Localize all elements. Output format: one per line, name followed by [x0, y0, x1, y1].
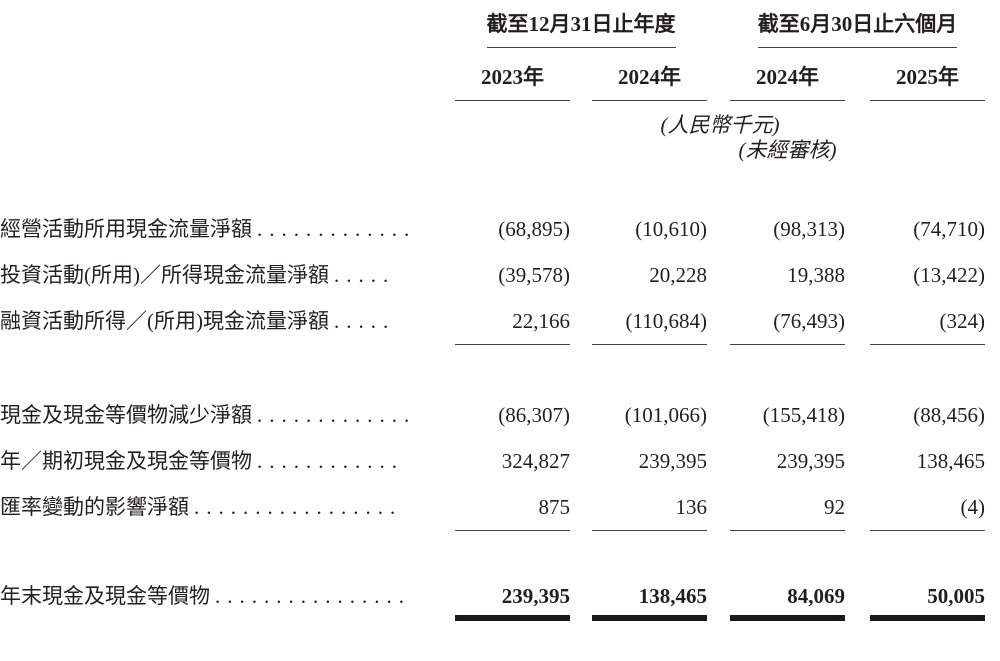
cell-value: 19,388 — [787, 263, 845, 287]
double-underline — [730, 615, 845, 621]
cell-value: 20,228 — [649, 263, 707, 287]
cell-value: 239,395 — [638, 449, 707, 473]
dot-leader: ............ — [257, 449, 404, 473]
dot-leader: ............. — [257, 403, 417, 427]
row-label: 年／期初現金及現金等價物............ — [0, 439, 440, 485]
column-group-year-ended: 截至12月31日止年度 — [455, 8, 707, 48]
double-underline — [592, 615, 707, 621]
table-row-investing: 投資活動(所用)／所得現金流量淨額..... (39,578) 20,228 1… — [0, 253, 985, 299]
dot-leader: ................. — [194, 495, 403, 519]
row-label: 投資活動(所用)／所得現金流量淨額..... — [0, 253, 440, 299]
year-header-row: 2023年 2024年 2024年 2025年 — [0, 53, 985, 101]
table-row-beginning-cash: 年／期初現金及現金等價物............ 324,827 239,395… — [0, 439, 985, 485]
cell-value: (4) — [870, 485, 985, 531]
unit-note-row: (人民幣千元) — [0, 101, 985, 137]
cell-value: 136 — [592, 485, 707, 531]
row-label: 年末現金及現金等價物................ — [0, 579, 440, 631]
cell-value: (68,895) — [498, 217, 570, 241]
dot-leader: ..... — [334, 263, 396, 287]
section-activities: 經營活動所用現金流量淨額............. (68,895) (10,6… — [0, 207, 1000, 345]
cell-value: (10,610) — [635, 217, 707, 241]
row-label-text: 匯率變動的影響淨額 — [0, 495, 189, 519]
currency-unit-note: (人民幣千元) — [660, 113, 780, 137]
row-label-text: 投資活動(所用)／所得現金流量淨額 — [0, 263, 329, 287]
cell-value: 239,395 — [776, 449, 845, 473]
double-underline — [870, 615, 985, 621]
row-label: 經營活動所用現金流量淨額............. — [0, 207, 440, 253]
column-group-header-row: 截至12月31日止年度 截至6月30日止六個月 — [0, 8, 985, 48]
row-label: 現金及現金等價物減少淨額............. — [0, 393, 440, 439]
cell-value: (13,422) — [913, 263, 985, 287]
table-row-fx-effect: 匯率變動的影響淨額................. 875 136 92 (4… — [0, 485, 985, 531]
dot-leader: ..... — [334, 309, 396, 333]
row-label: 匯率變動的影響淨額................. — [0, 485, 440, 531]
cell-value: (86,307) — [498, 403, 570, 427]
table-row-net-decrease: 現金及現金等價物減少淨額............. (86,307) (101,… — [0, 393, 985, 439]
cell-value-total: 138,465 — [592, 579, 707, 631]
row-label-text: 現金及現金等價物減少淨額 — [0, 403, 252, 427]
cell-value: (88,456) — [913, 403, 985, 427]
year-header-2024-fy: 2024年 — [592, 53, 707, 101]
cell-value: 92 — [730, 485, 845, 531]
year-header-2025-hy: 2025年 — [870, 53, 985, 101]
cell-value: 22,166 — [455, 299, 570, 345]
total-value: 50,005 — [927, 584, 985, 608]
cell-value: (324) — [870, 299, 985, 345]
cell-value-total: 84,069 — [730, 579, 845, 631]
dot-leader: ............. — [257, 217, 417, 241]
row-label-text: 年末現金及現金等價物 — [0, 584, 210, 608]
total-value: 84,069 — [787, 584, 845, 608]
cell-value: 138,465 — [916, 449, 985, 473]
cell-value: (101,066) — [624, 403, 707, 427]
section-net-change: 現金及現金等價物減少淨額............. (86,307) (101,… — [0, 393, 1000, 531]
table-row-operating: 經營活動所用現金流量淨額............. (68,895) (10,6… — [0, 207, 985, 253]
table-row-financing: 融資活動所得／(所用)現金流量淨額..... 22,166 (110,684) … — [0, 299, 985, 345]
cell-value: 875 — [455, 485, 570, 531]
total-value: 239,395 — [501, 584, 570, 608]
cell-value: 324,827 — [501, 449, 570, 473]
row-label-text: 經營活動所用現金流量淨額 — [0, 217, 252, 241]
unaudited-note: (未經審核) — [738, 138, 837, 162]
double-underline — [455, 615, 570, 621]
cell-value: (110,684) — [592, 299, 707, 345]
audit-note-row: (未經審核) — [0, 131, 985, 162]
cell-value: (155,418) — [762, 403, 845, 427]
row-label-text: 年／期初現金及現金等價物 — [0, 449, 252, 473]
year-header-2024-hy: 2024年 — [730, 53, 845, 101]
total-value: 138,465 — [638, 584, 707, 608]
column-group-six-months: 截至6月30日止六個月 — [730, 8, 985, 48]
year-header-2023: 2023年 — [455, 53, 570, 101]
row-label-text: 融資活動所得／(所用)現金流量淨額 — [0, 309, 329, 333]
column-group-title: 截至12月31日止年度 — [486, 8, 676, 48]
section-total: 年末現金及現金等價物................ 239,395 138,4… — [0, 579, 1000, 631]
cell-value-total: 239,395 — [455, 579, 570, 631]
column-group-title: 截至6月30日止六個月 — [757, 8, 958, 48]
row-label: 融資活動所得／(所用)現金流量淨額..... — [0, 299, 440, 345]
dot-leader: ................ — [215, 584, 411, 608]
table-row-ending-cash: 年末現金及現金等價物................ 239,395 138,4… — [0, 579, 985, 631]
cell-value: (74,710) — [913, 217, 985, 241]
cell-value: (76,493) — [730, 299, 845, 345]
label-column-spacer — [0, 53, 440, 101]
label-column-spacer — [0, 8, 440, 48]
cell-value-total: 50,005 — [870, 579, 985, 631]
cell-value: (98,313) — [773, 217, 845, 241]
cell-value: (39,578) — [498, 263, 570, 287]
